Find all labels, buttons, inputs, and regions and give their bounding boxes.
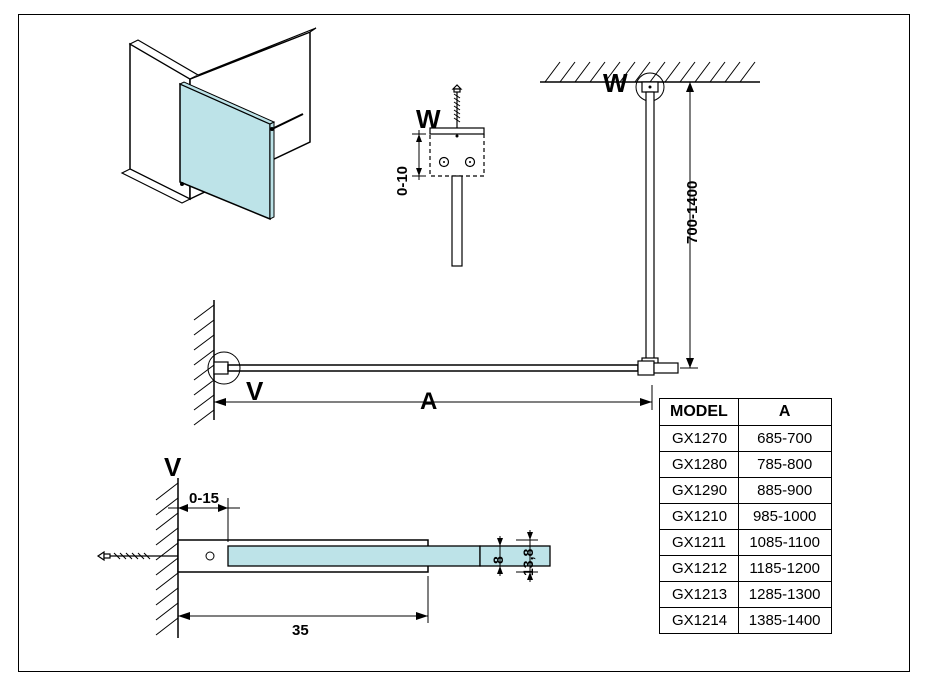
cell-a: 1385-1400 (738, 608, 831, 634)
cell-a: 885-900 (738, 478, 831, 504)
label-v-plan: V (246, 376, 263, 407)
cell-model: GX1290 (660, 478, 739, 504)
dim-35: 35 (292, 622, 309, 639)
detail-w (392, 80, 522, 280)
table-row: GX1270685-700 (660, 426, 832, 452)
header-model: MODEL (660, 399, 739, 426)
detail-v (70, 458, 590, 668)
header-a: A (738, 399, 831, 426)
table-row: GX1280785-800 (660, 452, 832, 478)
dim-13-8: 13,8 (520, 549, 536, 576)
table-row: GX12141385-1400 (660, 608, 832, 634)
cell-model: GX1211 (660, 530, 739, 556)
table-row: GX12111085-1100 (660, 530, 832, 556)
label-w-plan: W (603, 68, 628, 99)
plan-horizontal (172, 290, 712, 440)
table-row: GX1210985-1000 (660, 504, 832, 530)
cell-a: 985-1000 (738, 504, 831, 530)
cell-model: GX1280 (660, 452, 739, 478)
table-row: GX12131285-1300 (660, 582, 832, 608)
cell-a: 1085-1100 (738, 530, 831, 556)
cell-model: GX1213 (660, 582, 739, 608)
table-row: GX12121185-1200 (660, 556, 832, 582)
model-table: MODEL A GX1270685-700GX1280785-800GX1290… (659, 398, 832, 634)
label-v-detail: V (164, 452, 181, 483)
cell-model: GX1270 (660, 426, 739, 452)
cell-a: 1185-1200 (738, 556, 831, 582)
cell-a: 785-800 (738, 452, 831, 478)
dim-0-10: 0-10 (394, 166, 411, 196)
cell-model: GX1212 (660, 556, 739, 582)
cell-model: GX1210 (660, 504, 739, 530)
isometric-view (120, 24, 330, 224)
table-header-row: MODEL A (660, 399, 832, 426)
dim-0-15: 0-15 (189, 490, 219, 507)
label-w-detail: W (416, 104, 441, 135)
cell-a: 685-700 (738, 426, 831, 452)
dim-700-1400: 700-1400 (684, 181, 701, 244)
dim-8: 8 (490, 556, 506, 564)
table-row: GX1290885-900 (660, 478, 832, 504)
label-a: A (420, 388, 437, 416)
cell-model: GX1214 (660, 608, 739, 634)
cell-a: 1285-1300 (738, 582, 831, 608)
